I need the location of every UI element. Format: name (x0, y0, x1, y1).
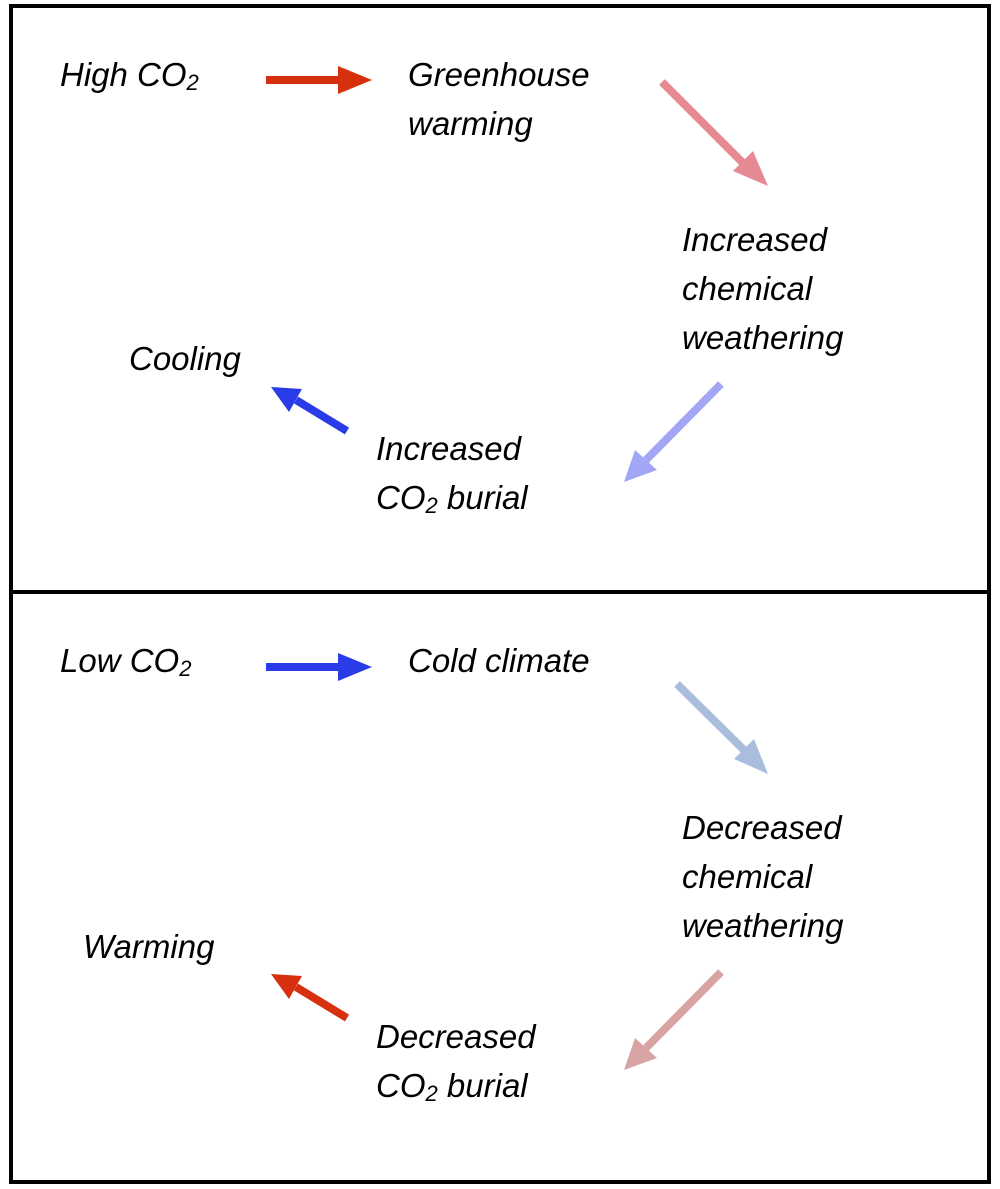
arrow-cold-climate-to-weathering (674, 681, 768, 774)
arrow-weathering-to-burial (624, 381, 724, 482)
arrow-weathering-to-burial-decreased (624, 969, 724, 1070)
cooling-label: Cooling (129, 340, 241, 377)
greenhouse-warming-label: Greenhouse warming (408, 56, 590, 142)
arrow-burial-to-cooling (271, 387, 350, 435)
arrow-burial-to-warming (271, 974, 350, 1022)
bottom-panel (9, 590, 991, 1184)
top-panel (9, 4, 991, 594)
decreased-co2-burial-label: Decreased CO2 burial (376, 1018, 536, 1106)
warming-label: Warming (83, 928, 215, 965)
increased-co2-burial-label: Increased CO2 burial (376, 430, 528, 518)
decreased-weathering-label: Decreased chemical weathering (682, 809, 844, 944)
arrow-low-co2-to-cold-climate (266, 653, 372, 681)
cold-climate-label: Cold climate (408, 642, 590, 679)
arrow-high-co2-to-warming (266, 66, 372, 94)
high-co2-label: High CO2 (60, 56, 199, 95)
low-co2-label: Low CO2 (60, 642, 192, 681)
increased-weathering-label: Increased chemical weathering (682, 221, 844, 356)
arrow-warming-to-weathering (659, 79, 768, 186)
